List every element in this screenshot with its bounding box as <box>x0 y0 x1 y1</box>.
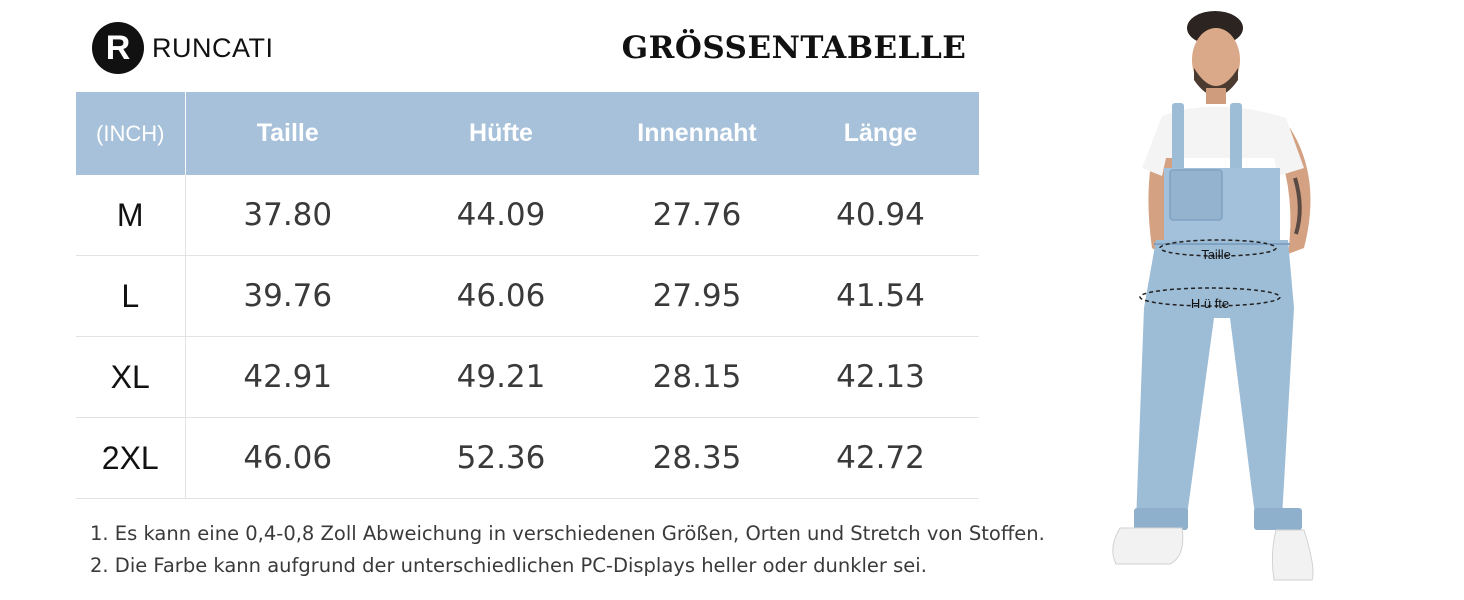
model-shoes-icon <box>1112 527 1314 581</box>
page-title: GRÖSSENTABELLE <box>621 30 967 66</box>
model-head-icon <box>1187 11 1243 104</box>
table-cell: 27.95 <box>612 255 782 337</box>
table-cell: 39.76 <box>185 255 390 337</box>
waist-label: Taille <box>1201 247 1231 262</box>
table-cell: 42.91 <box>185 336 390 418</box>
note-item: 1. Es kann eine 0,4-0,8 Zoll Abweichung … <box>90 522 1045 545</box>
brand-name: RUNCATI <box>152 32 274 63</box>
logo-r-icon: R <box>106 29 131 67</box>
table-cell: 44.09 <box>390 175 612 256</box>
model-overalls-icon <box>1134 103 1302 530</box>
header-huefte: Hüfte <box>390 92 612 175</box>
waist-measure-line <box>1159 239 1277 257</box>
table-row: XL 42.91 49.21 28.15 42.13 <box>76 336 979 418</box>
table-cell: 52.36 <box>390 417 612 499</box>
header-taille: Taille <box>185 92 390 175</box>
table-cell: 46.06 <box>185 417 390 499</box>
header-innennaht: Innennaht <box>612 92 782 175</box>
table-cell: 46.06 <box>390 255 612 337</box>
note-item: 2. Die Farbe kann aufgrund der unterschi… <box>90 554 927 577</box>
table-cell: 40.94 <box>782 175 979 256</box>
table-cell: 37.80 <box>185 175 390 256</box>
table-cell: 42.13 <box>782 336 979 418</box>
table-cell: 27.76 <box>612 175 782 256</box>
table-row: 2XL 46.06 52.36 28.35 42.72 <box>76 417 979 499</box>
size-label: XL <box>76 336 186 418</box>
brand-logo: R RUNCATI <box>92 22 274 74</box>
size-label: 2XL <box>76 417 186 499</box>
logo-mark: R <box>92 22 144 74</box>
size-table: (INCH) Taille Hüfte Innennaht Länge M 37… <box>76 92 979 499</box>
header-unit: (INCH) <box>76 92 186 175</box>
model-figure: Taille H ü fte <box>1112 11 1314 581</box>
logo-letter: R <box>106 29 131 67</box>
notes: 1. Es kann eine 0,4-0,8 Zoll Abweichung … <box>90 518 1045 582</box>
size-label: L <box>76 255 186 337</box>
header-laenge: Länge <box>782 92 979 175</box>
hip-measure-line <box>1139 287 1281 307</box>
header-row: (INCH) Taille Hüfte Innennaht Länge <box>76 92 979 175</box>
table-row: L 39.76 46.06 27.95 41.54 <box>76 255 979 337</box>
table-cell: 41.54 <box>782 255 979 337</box>
hip-label: H ü fte <box>1191 296 1229 311</box>
table-cell: 28.35 <box>612 417 782 499</box>
table-cell: 42.72 <box>782 417 979 499</box>
table-cell: 28.15 <box>612 336 782 418</box>
table-cell: 49.21 <box>390 336 612 418</box>
size-label: M <box>76 175 186 256</box>
table-row: M 37.80 44.09 27.76 40.94 <box>76 175 979 256</box>
